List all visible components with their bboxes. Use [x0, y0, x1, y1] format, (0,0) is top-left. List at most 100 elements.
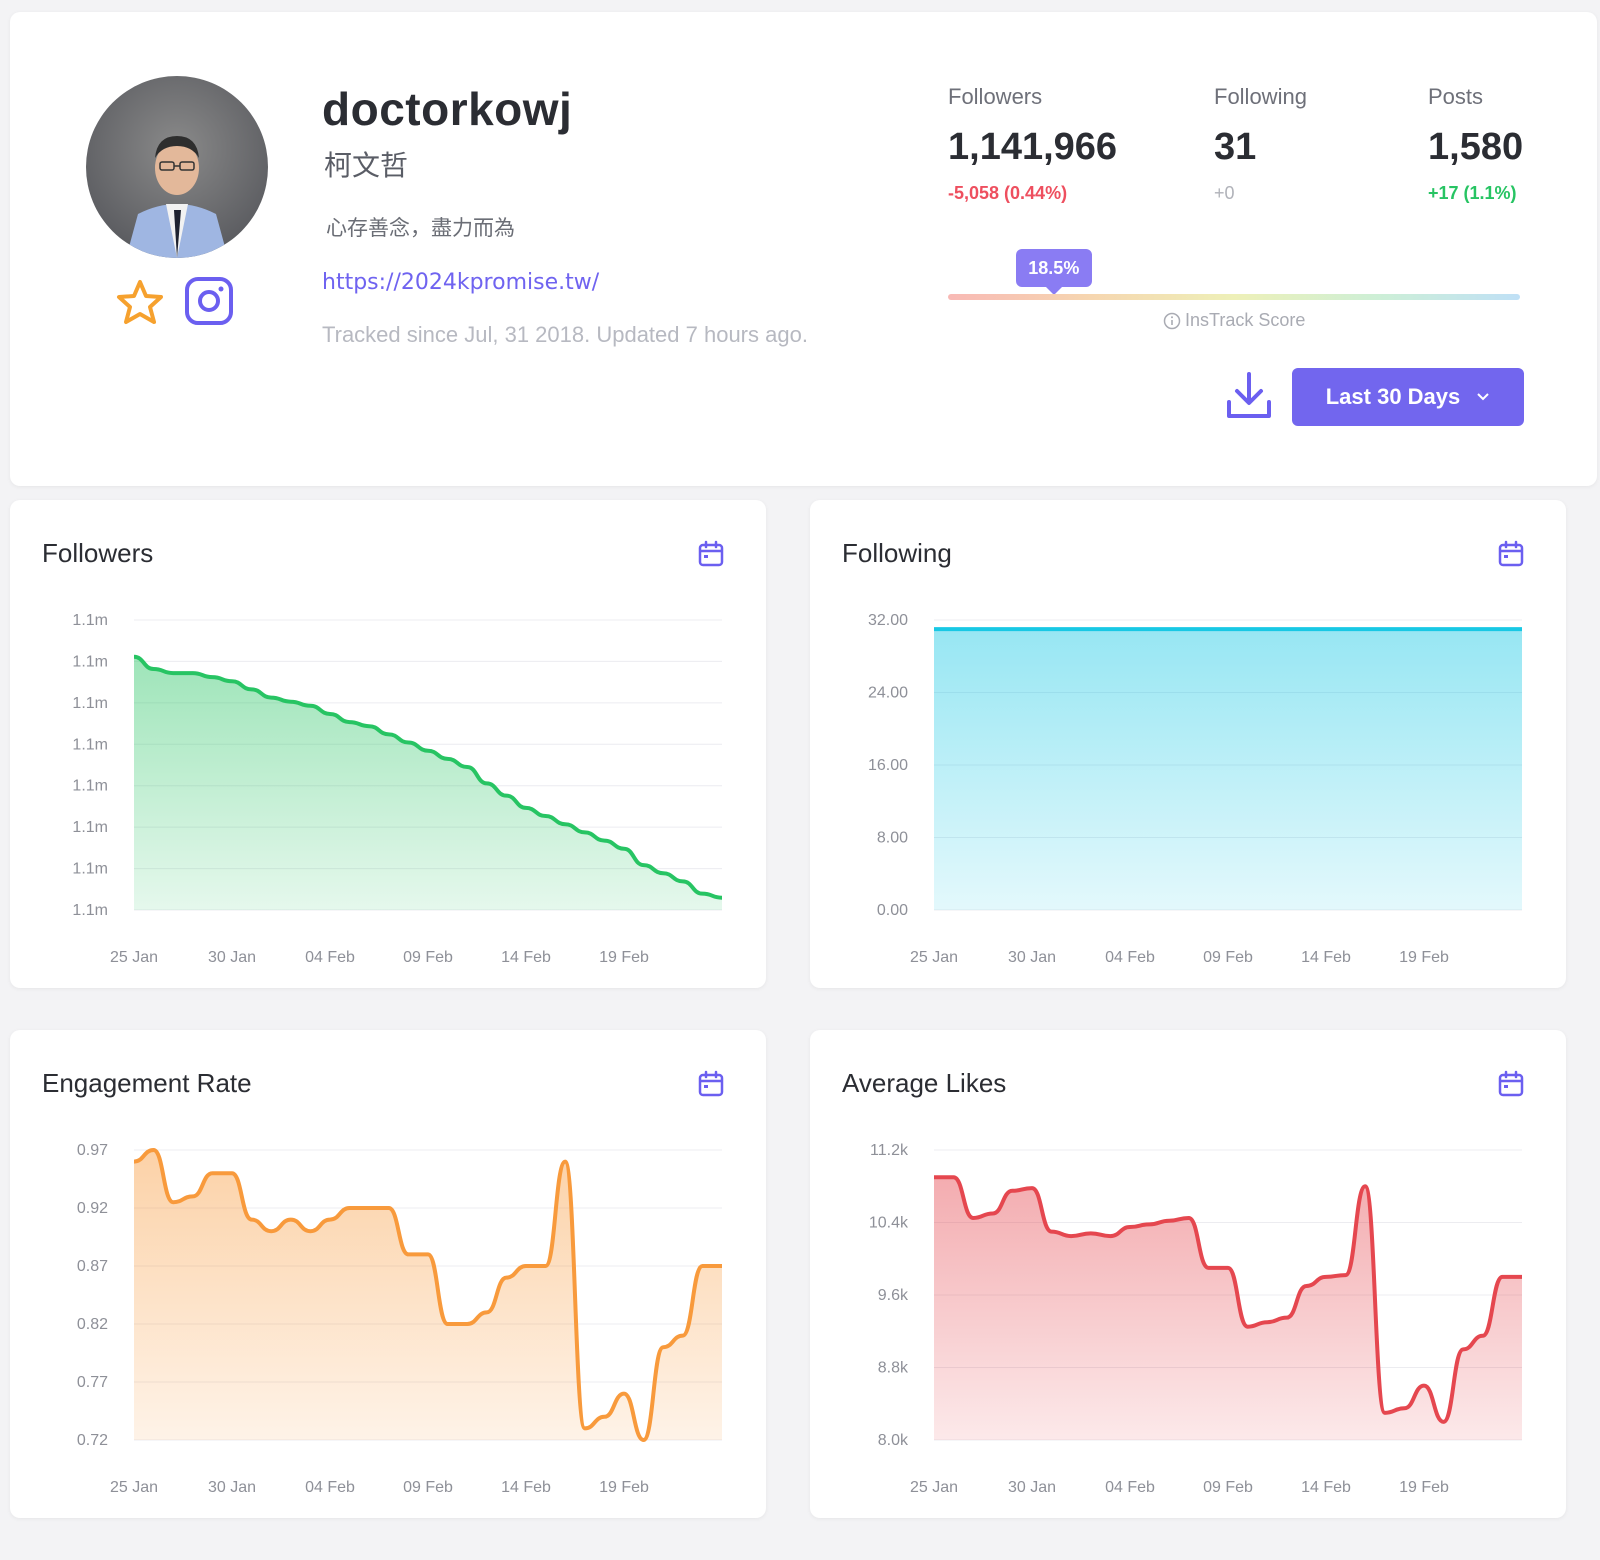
score-bar [948, 294, 1520, 300]
y-tick-label: 1.1m [72, 736, 108, 753]
x-tick-label: 04 Feb [1105, 1479, 1155, 1496]
profile-card: doctorkowj 柯文哲 心存善念，盡力而為 https://2024kpr… [10, 12, 1597, 486]
chart-title: Followers [42, 538, 154, 568]
series-line [133, 654, 723, 900]
y-tick-label: 8.8k [878, 1360, 909, 1377]
y-tick-label: 0.00 [877, 902, 908, 919]
x-tick-label: 30 Jan [208, 1479, 256, 1496]
chart-title: Average Likes [842, 1068, 1007, 1098]
calendar-icon[interactable] [1498, 540, 1524, 573]
following-chart: 32.00 24.00 16.00 8.00 0.00 25 Jan 30 Jan 04 Fe… [868, 612, 1522, 966]
stat-posts: Posts 1,580 +17 (1.1%) [1428, 84, 1523, 204]
chart-title: Engagement Rate [42, 1068, 252, 1098]
following-chart-card: Following 32.00 24.00 16.00 8.00 0.00 25 Jan 3… [810, 500, 1566, 988]
x-tick-label: 09 Feb [403, 1479, 453, 1496]
x-tick-label: 25 Jan [910, 1479, 958, 1496]
stat-delta: +0 [1214, 183, 1235, 203]
engagement-chart-card: Engagement Rate 0.97 0.92 0.87 0.82 0.77 0.72… [10, 1030, 766, 1518]
y-tick-label: 1.1m [72, 653, 108, 670]
download-icon[interactable] [1224, 370, 1274, 427]
calendar-icon[interactable] [698, 1070, 724, 1103]
y-tick-label: 10.4k [869, 1215, 909, 1232]
x-tick-label: 14 Feb [501, 1479, 551, 1496]
series-line [133, 1148, 722, 1442]
series-line [934, 1175, 1522, 1424]
x-tick-label: 14 Feb [1301, 1479, 1351, 1496]
x-tick-label: 25 Jan [910, 949, 958, 966]
x-tick-label: 09 Feb [1203, 949, 1253, 966]
x-tick-label: 19 Feb [599, 1479, 649, 1496]
chevron-down-icon [1477, 393, 1489, 401]
chart-title: Following [842, 538, 952, 568]
y-tick-label: 1.1m [72, 861, 108, 878]
y-tick-label: 16.00 [868, 757, 908, 774]
y-tick-label: 1.1m [72, 819, 108, 836]
x-tick-label: 19 Feb [1399, 1479, 1449, 1496]
y-tick-label: 0.82 [77, 1316, 108, 1333]
username: doctorkowj [322, 83, 573, 135]
series-area [134, 656, 722, 910]
series-area [934, 1177, 1522, 1440]
followers-chart-card: Followers 1.1m 1.1m 1.1m 1.1m 1.1m 1.1m 1.1m 1.… [10, 500, 766, 988]
bio: 心存善念，盡力而為 [326, 216, 515, 240]
x-tick-label: 30 Jan [208, 949, 256, 966]
instagram-icon[interactable] [184, 276, 234, 331]
real-name: 柯文哲 [324, 149, 409, 182]
website-link[interactable]: https://2024kpromise.tw/ [322, 270, 600, 295]
stat-value: 1,141,966 [948, 126, 1118, 168]
y-tick-label: 0.97 [77, 1142, 108, 1159]
y-tick-label: 1.1m [72, 902, 108, 919]
y-tick-label: 11.2k [870, 1142, 909, 1159]
star-icon[interactable] [114, 278, 166, 333]
date-range-label: Last 30 Days [1325, 384, 1461, 409]
y-tick-label: 0.92 [77, 1200, 108, 1217]
stat-following: Following 31 +0 [1214, 84, 1307, 204]
x-tick-label: 25 Jan [110, 949, 158, 966]
info-icon [1163, 312, 1181, 329]
x-tick-label: 30 Jan [1008, 1479, 1056, 1496]
date-range-dropdown[interactable]: Last 30 Days [1292, 368, 1524, 426]
y-tick-label: 1.1m [72, 612, 108, 629]
stat-label: Following [1214, 84, 1307, 109]
x-tick-label: 25 Jan [110, 1479, 158, 1496]
stat-delta: -5,058 (0.44%) [948, 183, 1068, 203]
stat-delta: +17 (1.1%) [1428, 183, 1517, 203]
y-tick-label: 9.6k [878, 1287, 909, 1304]
stat-value: 31 [1214, 126, 1257, 168]
x-tick-label: 04 Feb [305, 1479, 355, 1496]
stat-label: Posts [1428, 84, 1484, 109]
x-tick-label: 09 Feb [1203, 1479, 1253, 1496]
y-tick-label: 0.77 [77, 1374, 108, 1391]
stat-value: 1,580 [1428, 126, 1524, 168]
y-tick-label: 0.87 [77, 1258, 108, 1275]
calendar-icon[interactable] [1498, 1070, 1524, 1103]
x-tick-label: 30 Jan [1008, 949, 1056, 966]
score-label: InsTrack Score [1163, 310, 1305, 331]
x-tick-label: 04 Feb [1105, 949, 1155, 966]
series-area [934, 629, 1522, 910]
y-tick-label: 32.00 [868, 612, 908, 629]
y-tick-label: 24.00 [868, 685, 908, 702]
x-tick-label: 14 Feb [501, 949, 551, 966]
y-tick-label: 0.72 [77, 1432, 108, 1449]
x-tick-label: 19 Feb [1399, 949, 1449, 966]
x-tick-label: 19 Feb [599, 949, 649, 966]
y-tick-label: 8.0k [878, 1432, 909, 1449]
tracked-status: Tracked since Jul, 31 2018. Updated 7 ho… [322, 322, 808, 347]
score-label-text: InsTrack Score [1185, 310, 1306, 330]
y-tick-label: 8.00 [877, 830, 908, 847]
stat-followers: Followers 1,141,966 -5,058 (0.44%) [948, 84, 1117, 204]
x-tick-label: 04 Feb [305, 949, 355, 966]
x-tick-label: 14 Feb [1301, 949, 1351, 966]
calendar-icon[interactable] [698, 540, 724, 573]
followers-chart: 1.1m 1.1m 1.1m 1.1m 1.1m 1.1m 1.1m 1.1m 25 Jan 30… [72, 612, 723, 966]
profile-avatar [86, 76, 268, 258]
series-area [134, 1150, 722, 1440]
engagement-chart: 0.97 0.92 0.87 0.82 0.77 0.72 25 Jan 30 Jan 04 F… [77, 1142, 722, 1496]
stat-label: Followers [948, 84, 1043, 109]
likes-chart-card: Average Likes 11.2k 10.4k 9.6k 8.8k 8.0k 25 J… [810, 1030, 1566, 1518]
x-tick-label: 09 Feb [403, 949, 453, 966]
y-tick-label: 1.1m [72, 695, 108, 712]
score-value-badge: 18.5% [1015, 249, 1092, 295]
y-tick-label: 1.1m [72, 778, 108, 795]
